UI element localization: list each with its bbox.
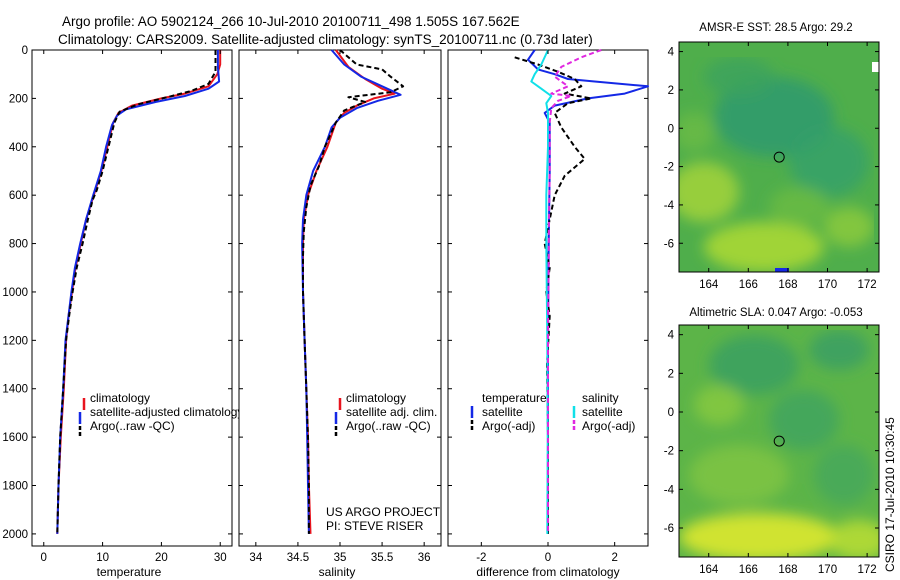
difference-legend: temperature salinity satellite Argo(-adj… [470, 391, 635, 433]
map-y-tick-label: 4 [668, 47, 675, 59]
temperature-axes-frame [31, 49, 233, 547]
footer-timestamp: CSIRO 17-Jul-2010 10:30:45 [883, 417, 897, 572]
map-y-tick-label: 2 [668, 368, 674, 380]
sla-map-title: Altimetric SLA: 0.047 Argo: -0.053 [689, 307, 862, 319]
legend-label-salt-argo: Argo(-adj) [582, 419, 635, 433]
y-tick-label: 2000 [2, 529, 28, 541]
map-y-tick-label: -4 [664, 200, 675, 212]
y-tick-label: 600 [9, 190, 28, 202]
legend-label-temp-argo: Argo(-adj) [482, 419, 535, 433]
credit-project: US ARGO PROJECT [326, 505, 441, 519]
y-tick-label: 1200 [2, 335, 28, 347]
legend-label-satellite: satellite adj. clim. [346, 405, 437, 419]
salinity-panel: 34 34.5 35 35.5 36 salinity climatology sate… [238, 49, 442, 579]
x-tick-label: 10 [96, 552, 109, 564]
map-x-tick-label: 164 [699, 279, 719, 291]
sla-map-field [679, 325, 879, 557]
map-y-tick-label: -6 [664, 523, 674, 535]
y-tick-label: 1600 [2, 432, 28, 444]
y-tick-label: 1000 [2, 287, 28, 299]
y-tick-label: 200 [9, 93, 28, 105]
legend-label-climatology: climatology [90, 391, 150, 405]
salinity-legend: climatology satellite adj. clim. Argo(..… [334, 391, 437, 438]
legend-label-climatology: climatology [346, 391, 406, 405]
salinity-axes-frame [238, 49, 442, 547]
map-x-tick-label: 172 [858, 279, 877, 291]
legend-title-salinity: salinity [582, 391, 619, 405]
map-x-tick-label: 170 [818, 564, 837, 576]
x-tick-label: 30 [214, 552, 227, 564]
legend-label-argo: Argo(..raw -QC) [90, 419, 175, 433]
map-x-tick-label: 164 [699, 564, 719, 576]
map-y-tick-label: -4 [664, 484, 675, 496]
map-x-tick-label: 168 [778, 279, 797, 291]
x-tick-label: 0 [545, 552, 551, 564]
series-line-salinity-satellite [530, 49, 553, 534]
y-tick-label: 1800 [2, 481, 28, 493]
x-tick-label: 36 [418, 552, 431, 564]
map-y-tick-label: 2 [668, 85, 674, 97]
x-tick-label: 2 [611, 552, 617, 564]
sst-argo-location-marker [773, 151, 785, 163]
map-y-tick-label: -2 [664, 162, 674, 174]
legend-title-temperature: temperature [482, 391, 547, 405]
sst-map-panel: AMSR-E SST: 28.5 Argo: 29.2 164 166 168 170… [664, 22, 880, 291]
x-tick-label: 0 [41, 552, 47, 564]
map-x-tick-label: 166 [739, 279, 758, 291]
x-tick-label: 34.5 [287, 552, 309, 564]
x-tick-label: -2 [476, 552, 486, 564]
series-line-argo-raw-qc- [302, 49, 405, 534]
legend-label-salt-satellite: satellite [582, 405, 623, 419]
legend-label-argo: Argo(..raw -QC) [346, 419, 431, 433]
difference-xlabel: difference from climatology [476, 565, 619, 579]
series-line-salinity-argo-adj- [547, 49, 602, 534]
y-tick-label: 0 [22, 45, 28, 57]
map-x-tick-label: 172 [858, 564, 877, 576]
map-y-tick-label: -2 [664, 446, 674, 458]
map-y-tick-label: 0 [668, 407, 674, 419]
figure-title-line1: Argo profile: AO 5902124_266 10-Jul-2010… [62, 14, 520, 29]
difference-panel: -2 0 2 difference from climatology tempera… [447, 49, 649, 579]
legend-label-satellite: satellite-adjusted climatology [90, 405, 243, 419]
y-tick-label: 1400 [2, 384, 28, 396]
figure-title-line2: Climatology: CARS2009. Satellite-adjuste… [58, 32, 593, 47]
x-tick-label: 35.5 [371, 552, 393, 564]
temperature-panel: 0 10 20 30 0 200 400 600 800 1000 1200 1400 1600 1800… [2, 45, 243, 579]
temperature-xlabel: temperature [97, 565, 162, 579]
sst-map-field [679, 42, 879, 272]
map-y-tick-label: 4 [668, 330, 675, 342]
salinity-xlabel: salinity [319, 565, 356, 579]
sst-map-title: AMSR-E SST: 28.5 Argo: 29.2 [699, 22, 852, 34]
map-x-tick-label: 166 [739, 564, 758, 576]
temperature-legend: climatology satellite-adjusted climatolo… [78, 391, 243, 438]
legend-label-temp-satellite: satellite [482, 405, 523, 419]
map-y-tick-label: 0 [668, 123, 674, 135]
series-line-temperature-argo-adj- [514, 56, 593, 534]
y-tick-label: 400 [9, 142, 28, 154]
map-y-tick-label: -6 [664, 238, 674, 250]
sst-map-frame [678, 41, 880, 273]
y-tick-label: 800 [9, 239, 28, 251]
sla-map-frame [678, 324, 880, 558]
x-tick-label: 34 [249, 552, 262, 564]
map-x-tick-label: 170 [818, 279, 837, 291]
x-tick-label: 20 [155, 552, 168, 564]
map-x-tick-label: 168 [778, 564, 797, 576]
credit-pi: PI: STEVE RISER [326, 519, 424, 533]
sla-argo-location-marker [773, 435, 785, 447]
series-line-argo-raw-qc- [56, 50, 217, 534]
sla-map-panel: Altimetric SLA: 0.047 Argo: -0.053 164 16… [664, 307, 880, 576]
x-tick-label: 35 [334, 552, 347, 564]
